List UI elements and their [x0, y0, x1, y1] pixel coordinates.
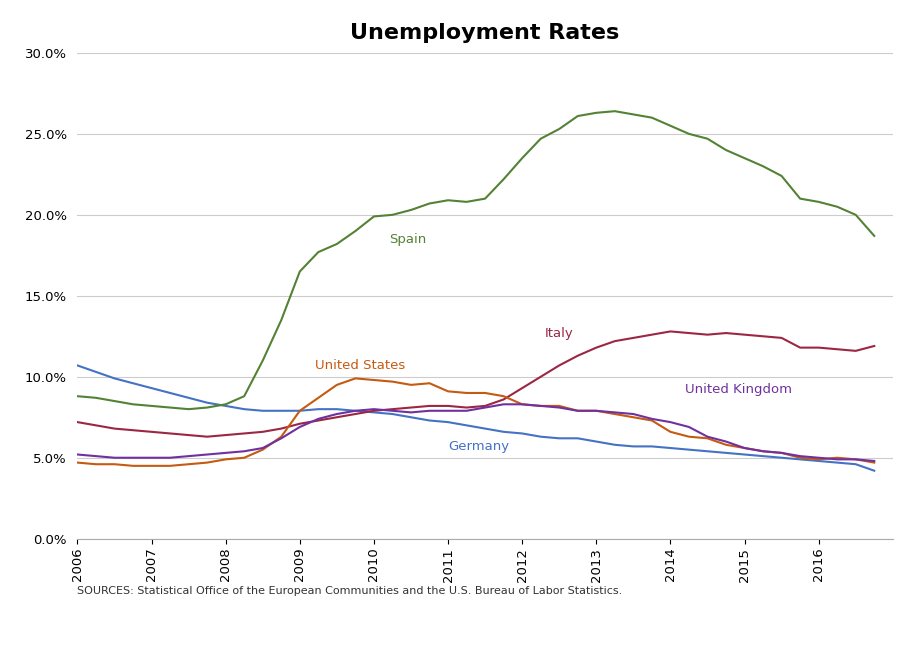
Text: United States: United States — [314, 359, 404, 372]
Title: Unemployment Rates: Unemployment Rates — [351, 23, 619, 43]
Text: United Kingdom: United Kingdom — [685, 383, 793, 396]
Text: SOURCES: Statistical Office of the European Communities and the U.S. Bureau of L: SOURCES: Statistical Office of the Europ… — [77, 586, 623, 596]
Text: Germany: Germany — [448, 440, 509, 453]
Text: Spain: Spain — [389, 233, 426, 246]
Text: of: of — [184, 626, 199, 640]
Text: Italy: Italy — [545, 327, 573, 340]
Text: St. Louis: St. Louis — [199, 626, 269, 640]
Text: Federal Reserve Bank: Federal Reserve Bank — [16, 626, 184, 640]
